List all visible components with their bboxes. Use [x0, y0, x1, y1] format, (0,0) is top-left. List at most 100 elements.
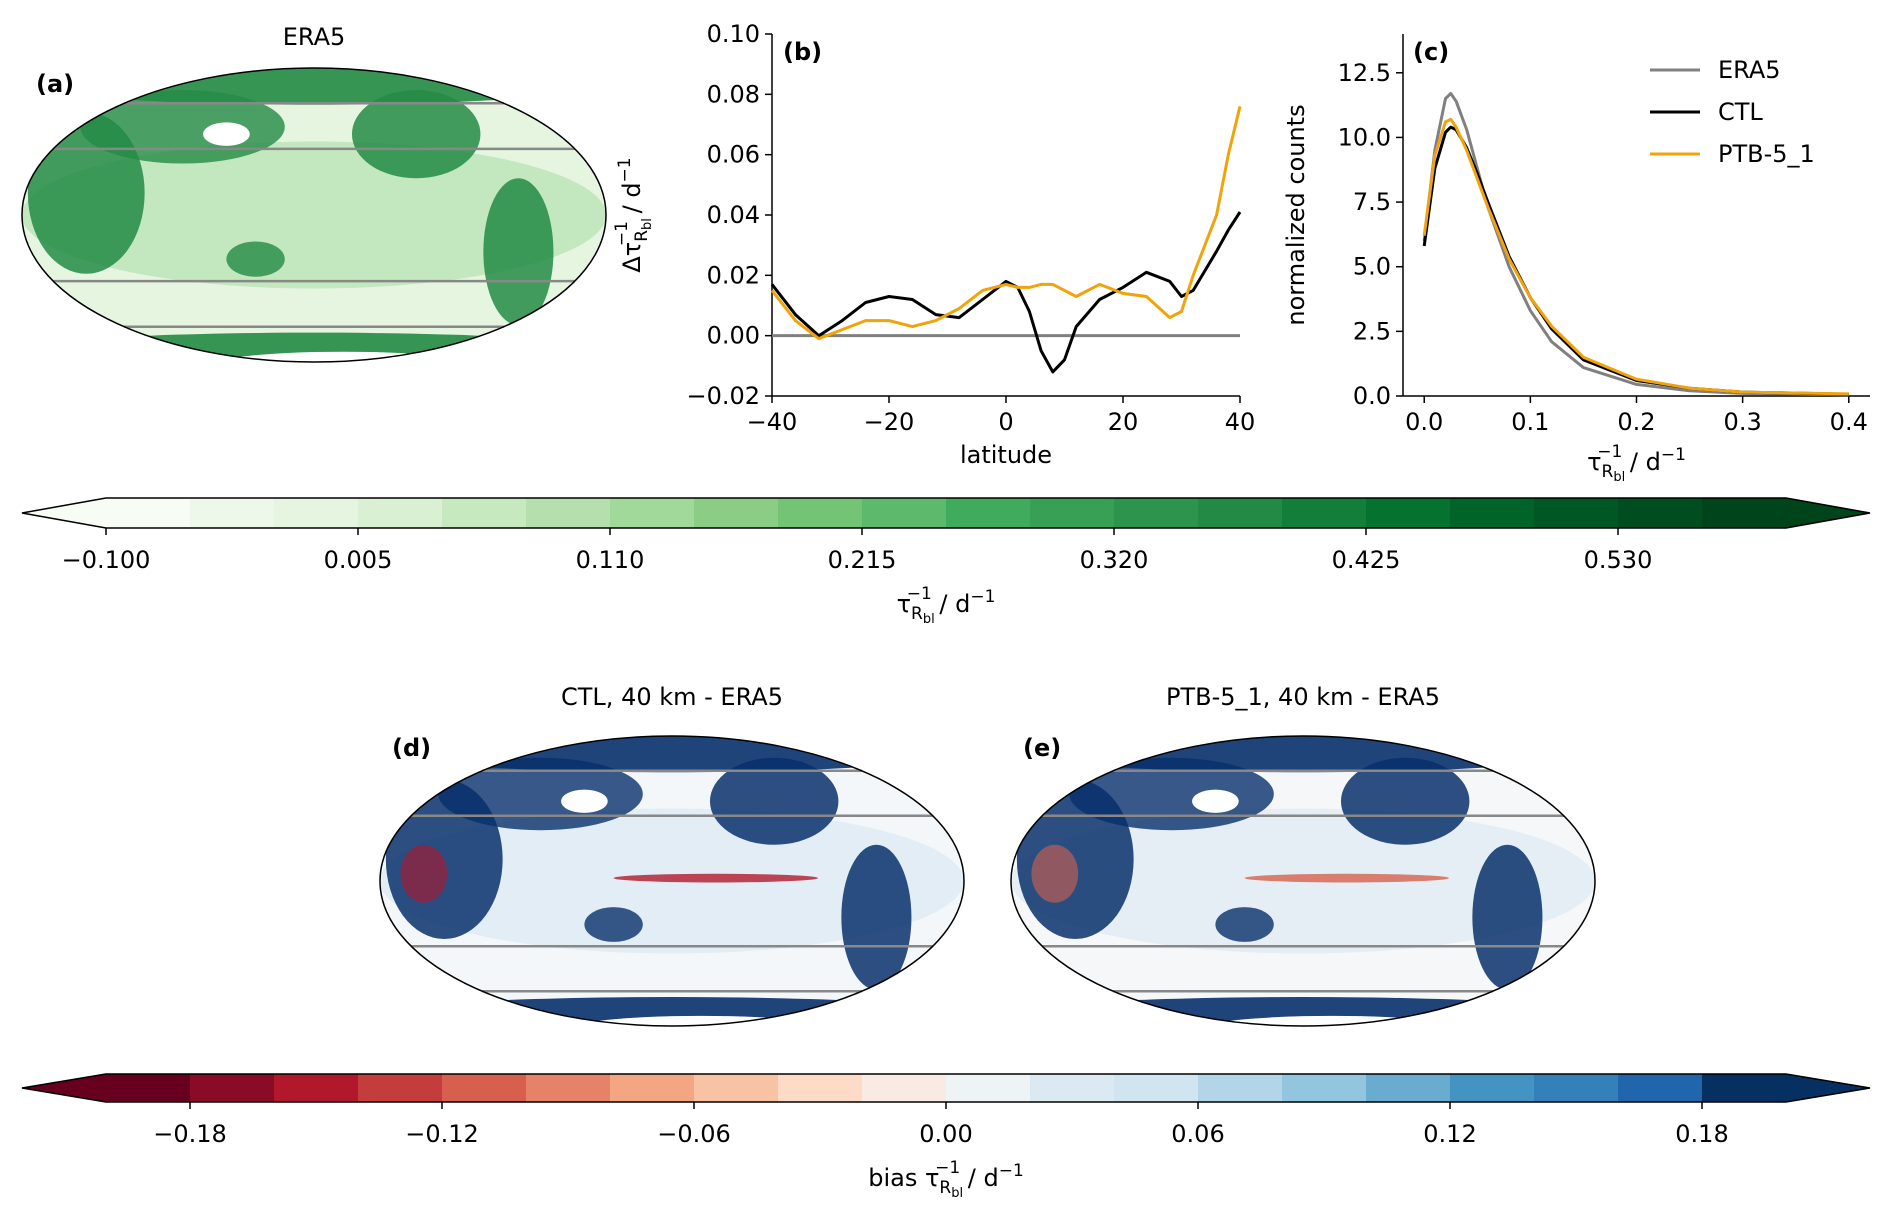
colorbar-bin [694, 1074, 779, 1102]
x-axis-label: τRbl −1 / d−1 [1587, 442, 1686, 485]
colorbar-bin [1702, 1074, 1787, 1102]
y-axis-label: ΔτRbl −1 / d−1 [612, 157, 655, 272]
y-tick-label: 0.0 [1353, 382, 1391, 410]
colorbar-extend [1786, 498, 1870, 528]
colorbar-bin [106, 1074, 191, 1102]
colorbar-label-part: / d [960, 1164, 999, 1192]
colorbar-bin [1450, 498, 1535, 528]
x-axis-label: latitude [960, 441, 1052, 469]
y-tick-label: 0.10 [707, 20, 760, 48]
colorbar-bin [526, 498, 611, 528]
ice [1192, 789, 1239, 813]
colorbar-bin [1366, 1074, 1451, 1102]
colorbar-outline [21, 497, 1871, 529]
colorbar-bin [862, 498, 947, 528]
land-field [1340, 757, 1470, 845]
colorbar-extend [1786, 1074, 1870, 1102]
x-tick-label: 0.0 [1405, 408, 1443, 436]
colorbar-bin [694, 498, 779, 528]
colorbar-extend [22, 1074, 106, 1102]
map-border [379, 735, 965, 1027]
colorbar-bin [1282, 498, 1367, 528]
colorbar-bin [442, 1074, 527, 1102]
colorbar-bin [610, 1074, 695, 1102]
x-tick-label: 0.2 [1617, 408, 1655, 436]
panel-label: (b) [783, 38, 822, 66]
colorbar-tick-label: 0.12 [1423, 1120, 1476, 1148]
colorbar-tick-label: 0.00 [919, 1120, 972, 1148]
colorbar-bin [1534, 498, 1619, 528]
land-field [1031, 844, 1079, 903]
land-field [841, 844, 912, 990]
colorbar-bin [946, 1074, 1031, 1102]
colorbar-bin [778, 1074, 863, 1102]
y-axis-label-part: −1 [612, 221, 632, 246]
y-tick-label: 0.00 [707, 322, 760, 350]
colorbar-label-part: R [939, 1178, 951, 1198]
land-field [483, 178, 554, 326]
series-line [1422, 92, 1849, 397]
colorbar-tick-label: 0.530 [1584, 546, 1653, 574]
colorbar-bin [610, 498, 695, 528]
land-field [709, 757, 839, 845]
panel-label: (e) [1023, 734, 1061, 762]
colorbar-label-part: −1 [970, 587, 995, 607]
colorbar-bin [946, 498, 1031, 528]
y-tick-label: 10.0 [1338, 123, 1391, 151]
land-field [351, 90, 481, 179]
colorbar-bin [1114, 498, 1199, 528]
land-field [613, 873, 818, 883]
colorbar-tick-label: 0.425 [1332, 546, 1401, 574]
colorbar-bin [1534, 1074, 1619, 1102]
x-tick-label: 0.1 [1511, 408, 1549, 436]
land-field [1472, 844, 1543, 990]
y-tick-label: 0.02 [707, 261, 760, 289]
colorbar-label-part: bl [923, 612, 935, 627]
land-field [22, 141, 606, 289]
colorbar-tick-label: 0.110 [576, 546, 645, 574]
y-tick-label: 12.5 [1338, 59, 1391, 87]
colorbar-label-part: R [911, 604, 923, 624]
y-axis-label: normalized counts [1282, 104, 1310, 325]
colorbar-label: bias τRbl −1 / d−1 [868, 1158, 1024, 1201]
y-tick-label: 0.08 [707, 80, 760, 108]
map-border [1010, 735, 1596, 1027]
x-tick-label: 0.3 [1724, 408, 1762, 436]
y-tick-label: 7.5 [1353, 188, 1391, 216]
colorbar-bin [1114, 1074, 1199, 1102]
x-axis-label-part: −1 [1597, 442, 1622, 462]
x-axis-label-part: −1 [1661, 445, 1686, 465]
land-field [226, 241, 285, 277]
colorbar-bin [358, 498, 443, 528]
colorbar-label-part: τ [897, 590, 911, 618]
y-tick-label: 5.0 [1353, 253, 1391, 281]
panel-label: (a) [36, 70, 74, 98]
land-field [1244, 873, 1450, 883]
land-field [1215, 907, 1274, 942]
x-axis-label-part: bl [1613, 470, 1625, 485]
y-axis-label-part: R [632, 230, 652, 242]
colorbar-bin [358, 1074, 443, 1102]
colorbar-bin [274, 1074, 359, 1102]
colorbar-bin [190, 1074, 275, 1102]
colorbar-outline [21, 1073, 1871, 1103]
colorbar-tick-label: 0.005 [324, 546, 393, 574]
colorbar-extend [22, 498, 106, 528]
land-field [584, 907, 643, 942]
colorbar-bin [1366, 498, 1451, 528]
ice [561, 789, 608, 813]
colorbar-bin [1450, 1074, 1535, 1102]
colorbar-label-part: −1 [907, 584, 932, 604]
colorbar-bin [778, 498, 863, 528]
land-field [400, 844, 448, 903]
colorbar-tick-label: −0.06 [657, 1120, 731, 1148]
colorbar-tick-label: −0.18 [153, 1120, 227, 1148]
colorbar-tick-label: 0.18 [1675, 1120, 1728, 1148]
x-tick-label: 20 [1108, 408, 1139, 436]
colorbar-label-part: / d [932, 590, 971, 618]
x-tick-label: 40 [1225, 408, 1256, 436]
legend-label: CTL [1718, 98, 1763, 126]
colorbar-bin [1702, 498, 1787, 528]
